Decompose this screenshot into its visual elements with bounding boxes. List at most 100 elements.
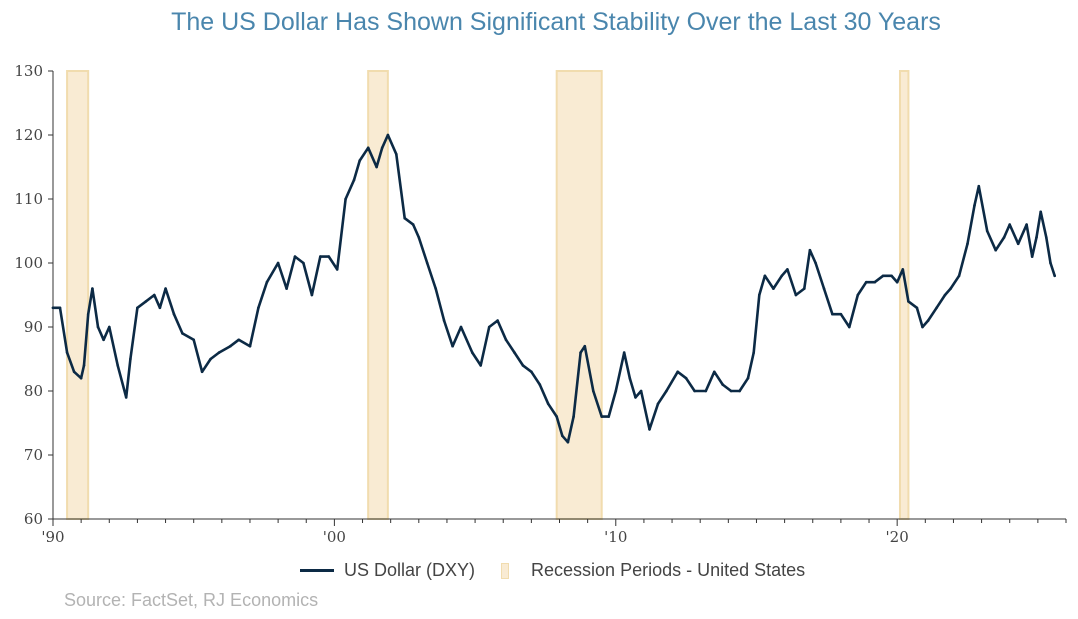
legend-item-recession: Recession Periods - United States [501,560,805,581]
data-point [86,312,90,316]
data-point [451,344,454,348]
plot-area [51,133,1056,444]
data-point [58,306,62,310]
data-point [622,351,626,354]
data-point [684,376,688,380]
y-tick-label: 100 [14,254,43,272]
data-point [600,415,603,418]
recession-bands [66,70,910,520]
legend-label-recession: Recession Periods - United States [531,560,806,580]
data-point [459,325,463,329]
data-point [403,216,407,220]
data-point [583,344,587,348]
data-point [772,287,775,290]
legend-line-swatch [300,569,334,572]
chart-title: The US Dollar Has Shown Significant Stab… [171,8,941,36]
data-point [129,357,132,361]
x-tick-label: '20 [886,528,909,546]
data-point [411,223,415,226]
data-point [786,268,789,271]
data-point [921,325,924,329]
data-point [335,268,339,271]
data-point [639,389,643,393]
legend: US Dollar (DXY) Recession Periods - Unit… [300,560,831,581]
data-point [873,280,876,284]
data-point [935,306,938,310]
data-point [746,376,750,380]
y-tick-label: 80 [24,382,43,400]
data-point [704,389,708,393]
data-point [794,293,798,297]
y-tick-label: 110 [14,190,43,208]
data-point [344,197,347,201]
data-point [521,364,525,367]
data-point [763,274,767,278]
data-point [831,312,834,316]
data-point [822,287,826,290]
data-point [181,332,184,335]
data-point [276,261,280,265]
data-point [561,434,564,438]
data-point [729,389,733,393]
x-tick-label: '90 [41,528,64,546]
data-point [856,293,860,297]
data-point [375,165,378,169]
data-point [124,396,128,399]
data-point [530,370,533,374]
data-point [513,351,516,354]
data-point [814,261,817,265]
y-tick-label: 70 [24,446,43,464]
data-point [91,287,94,290]
data-point [977,184,981,188]
data-point [966,242,969,246]
data-point [555,415,558,418]
recession-band-2 [367,70,389,520]
data-point [665,389,668,393]
legend-recession-swatch [501,562,510,579]
x-tick-label: '00 [323,528,346,546]
data-point [848,325,851,329]
data-point [144,300,148,303]
series-line-dxy [51,133,1056,444]
data-point [656,402,660,406]
data-point [434,287,438,290]
data-point [738,389,741,393]
data-point [116,364,119,367]
data-point [65,351,69,354]
data-point [949,287,952,290]
data-point [648,428,651,431]
data-point [579,351,582,354]
data-point [915,306,919,310]
data-point [895,280,899,284]
data-point [693,389,696,393]
data-point [985,229,989,233]
data-point [327,255,331,258]
data-point [676,370,679,374]
data-point [994,248,997,252]
data-point [209,357,212,361]
data-point [395,152,398,156]
data-point [192,338,195,342]
legend-item-dxy: US Dollar (DXY) [300,560,475,581]
data-point [721,383,724,386]
data-point [153,293,156,297]
legend-label-dxy: US Dollar (DXY) [344,560,476,580]
data-point [102,338,105,342]
data-point [713,370,716,374]
data-point [380,146,384,150]
data-point [366,146,370,150]
data-point [1039,210,1042,214]
data-point [614,389,618,393]
data-point [51,306,55,310]
data-point [957,274,961,278]
data-point [319,255,322,258]
data-point [592,389,595,393]
data-point [237,338,240,342]
data-point [285,287,288,290]
data-point [890,274,893,278]
data-point [79,376,83,380]
data-point [1016,242,1020,246]
data-point [1025,223,1028,226]
data-point [566,440,570,444]
